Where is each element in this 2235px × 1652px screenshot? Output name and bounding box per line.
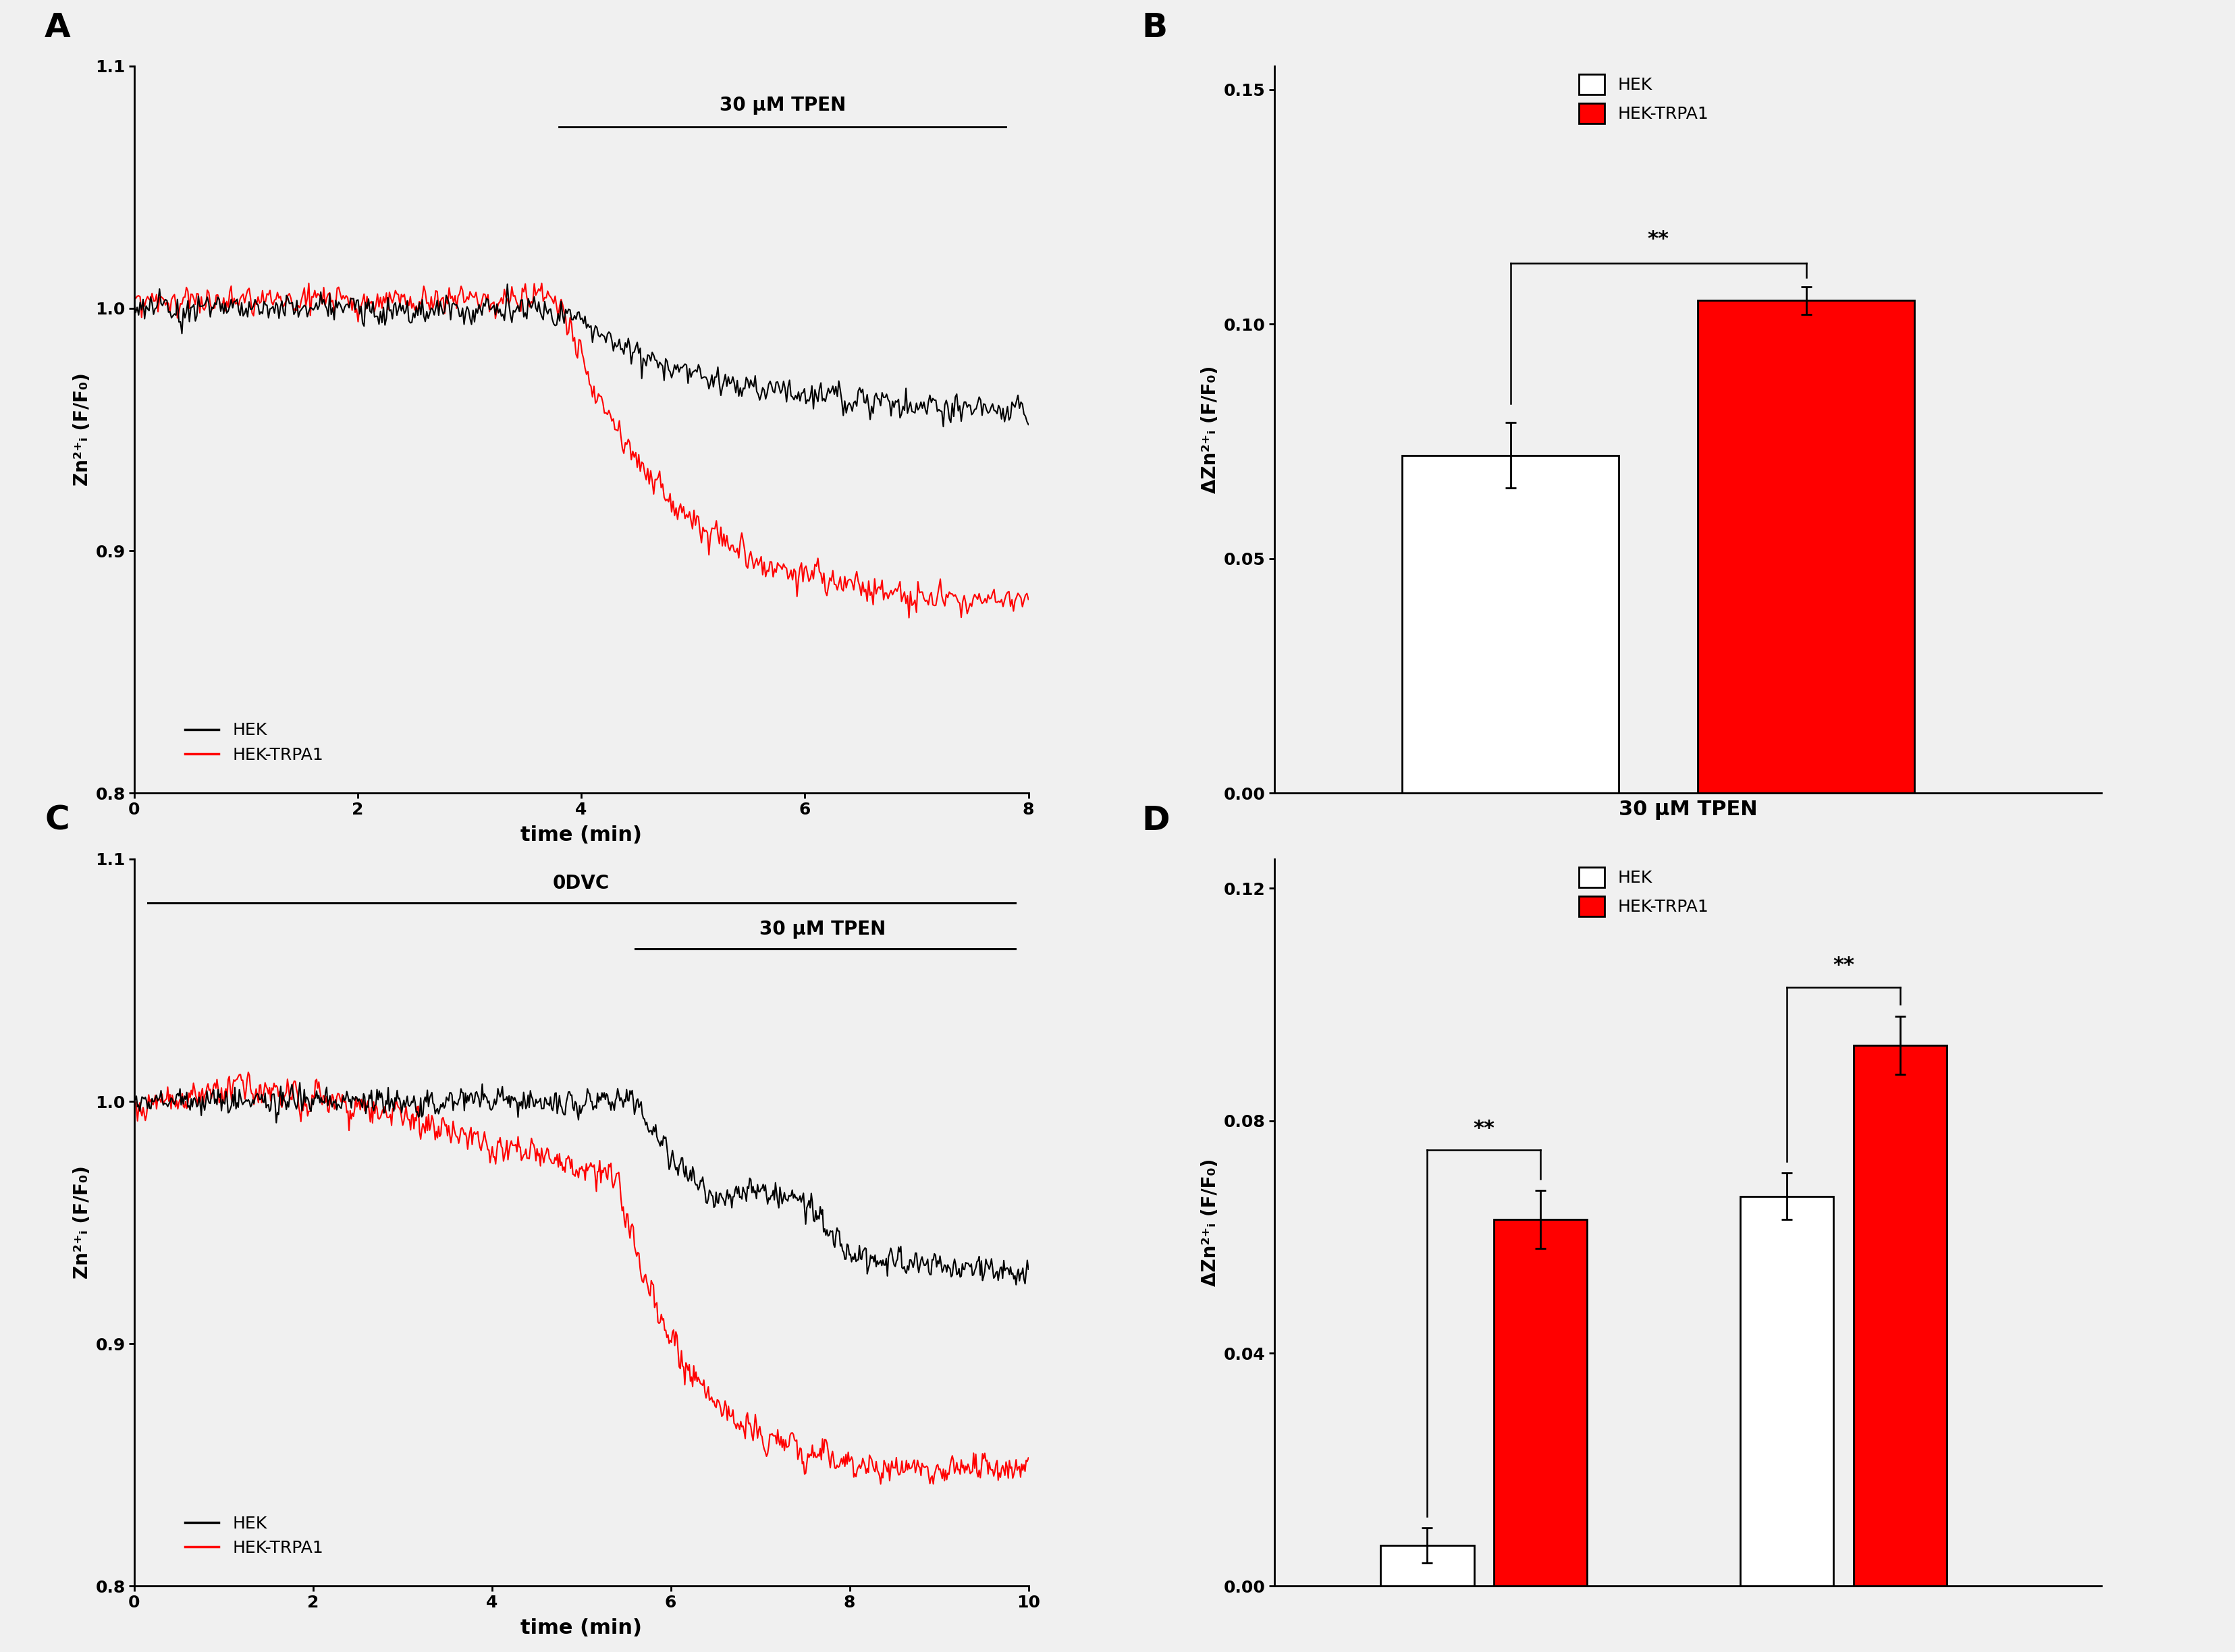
Y-axis label: Zn²⁺ᵢ (F/F₀): Zn²⁺ᵢ (F/F₀): [72, 1166, 92, 1279]
Text: **: **: [1647, 230, 1670, 249]
Text: 0DVC: 0DVC: [552, 874, 610, 894]
X-axis label: time (min): time (min): [521, 1619, 641, 1639]
Y-axis label: ΔZn²⁺ᵢ (F/F₀): ΔZn²⁺ᵢ (F/F₀): [1200, 1158, 1220, 1287]
X-axis label: 30 μM TPEN: 30 μM TPEN: [1618, 801, 1757, 819]
Bar: [1401, 456, 1618, 793]
Text: D: D: [1142, 805, 1169, 836]
Text: **: **: [1833, 957, 1853, 975]
Text: **: **: [1473, 1118, 1495, 1138]
Y-axis label: ΔZn²⁺ᵢ (F/F₀): ΔZn²⁺ᵢ (F/F₀): [1200, 365, 1220, 494]
Legend: HEK, HEK-TRPA1: HEK, HEK-TRPA1: [1571, 68, 1714, 131]
Legend: HEK, HEK-TRPA1: HEK, HEK-TRPA1: [179, 1508, 331, 1563]
Text: 30 μM TPEN: 30 μM TPEN: [720, 96, 845, 114]
Text: A: A: [45, 12, 72, 43]
Bar: [1696, 301, 1913, 793]
Text: B: B: [1142, 12, 1167, 43]
Bar: [1493, 1219, 1587, 1586]
X-axis label: time (min): time (min): [521, 826, 641, 846]
Y-axis label: Zn²⁺ᵢ (F/F₀): Zn²⁺ᵢ (F/F₀): [72, 373, 92, 486]
Bar: [1739, 1196, 1833, 1586]
Bar: [1853, 1046, 1947, 1586]
Bar: [1379, 1545, 1473, 1586]
Legend: HEK, HEK-TRPA1: HEK, HEK-TRPA1: [179, 715, 331, 770]
Text: C: C: [45, 805, 69, 836]
Legend: HEK, HEK-TRPA1: HEK, HEK-TRPA1: [1571, 861, 1714, 923]
Text: 30 μM TPEN: 30 μM TPEN: [760, 920, 885, 938]
